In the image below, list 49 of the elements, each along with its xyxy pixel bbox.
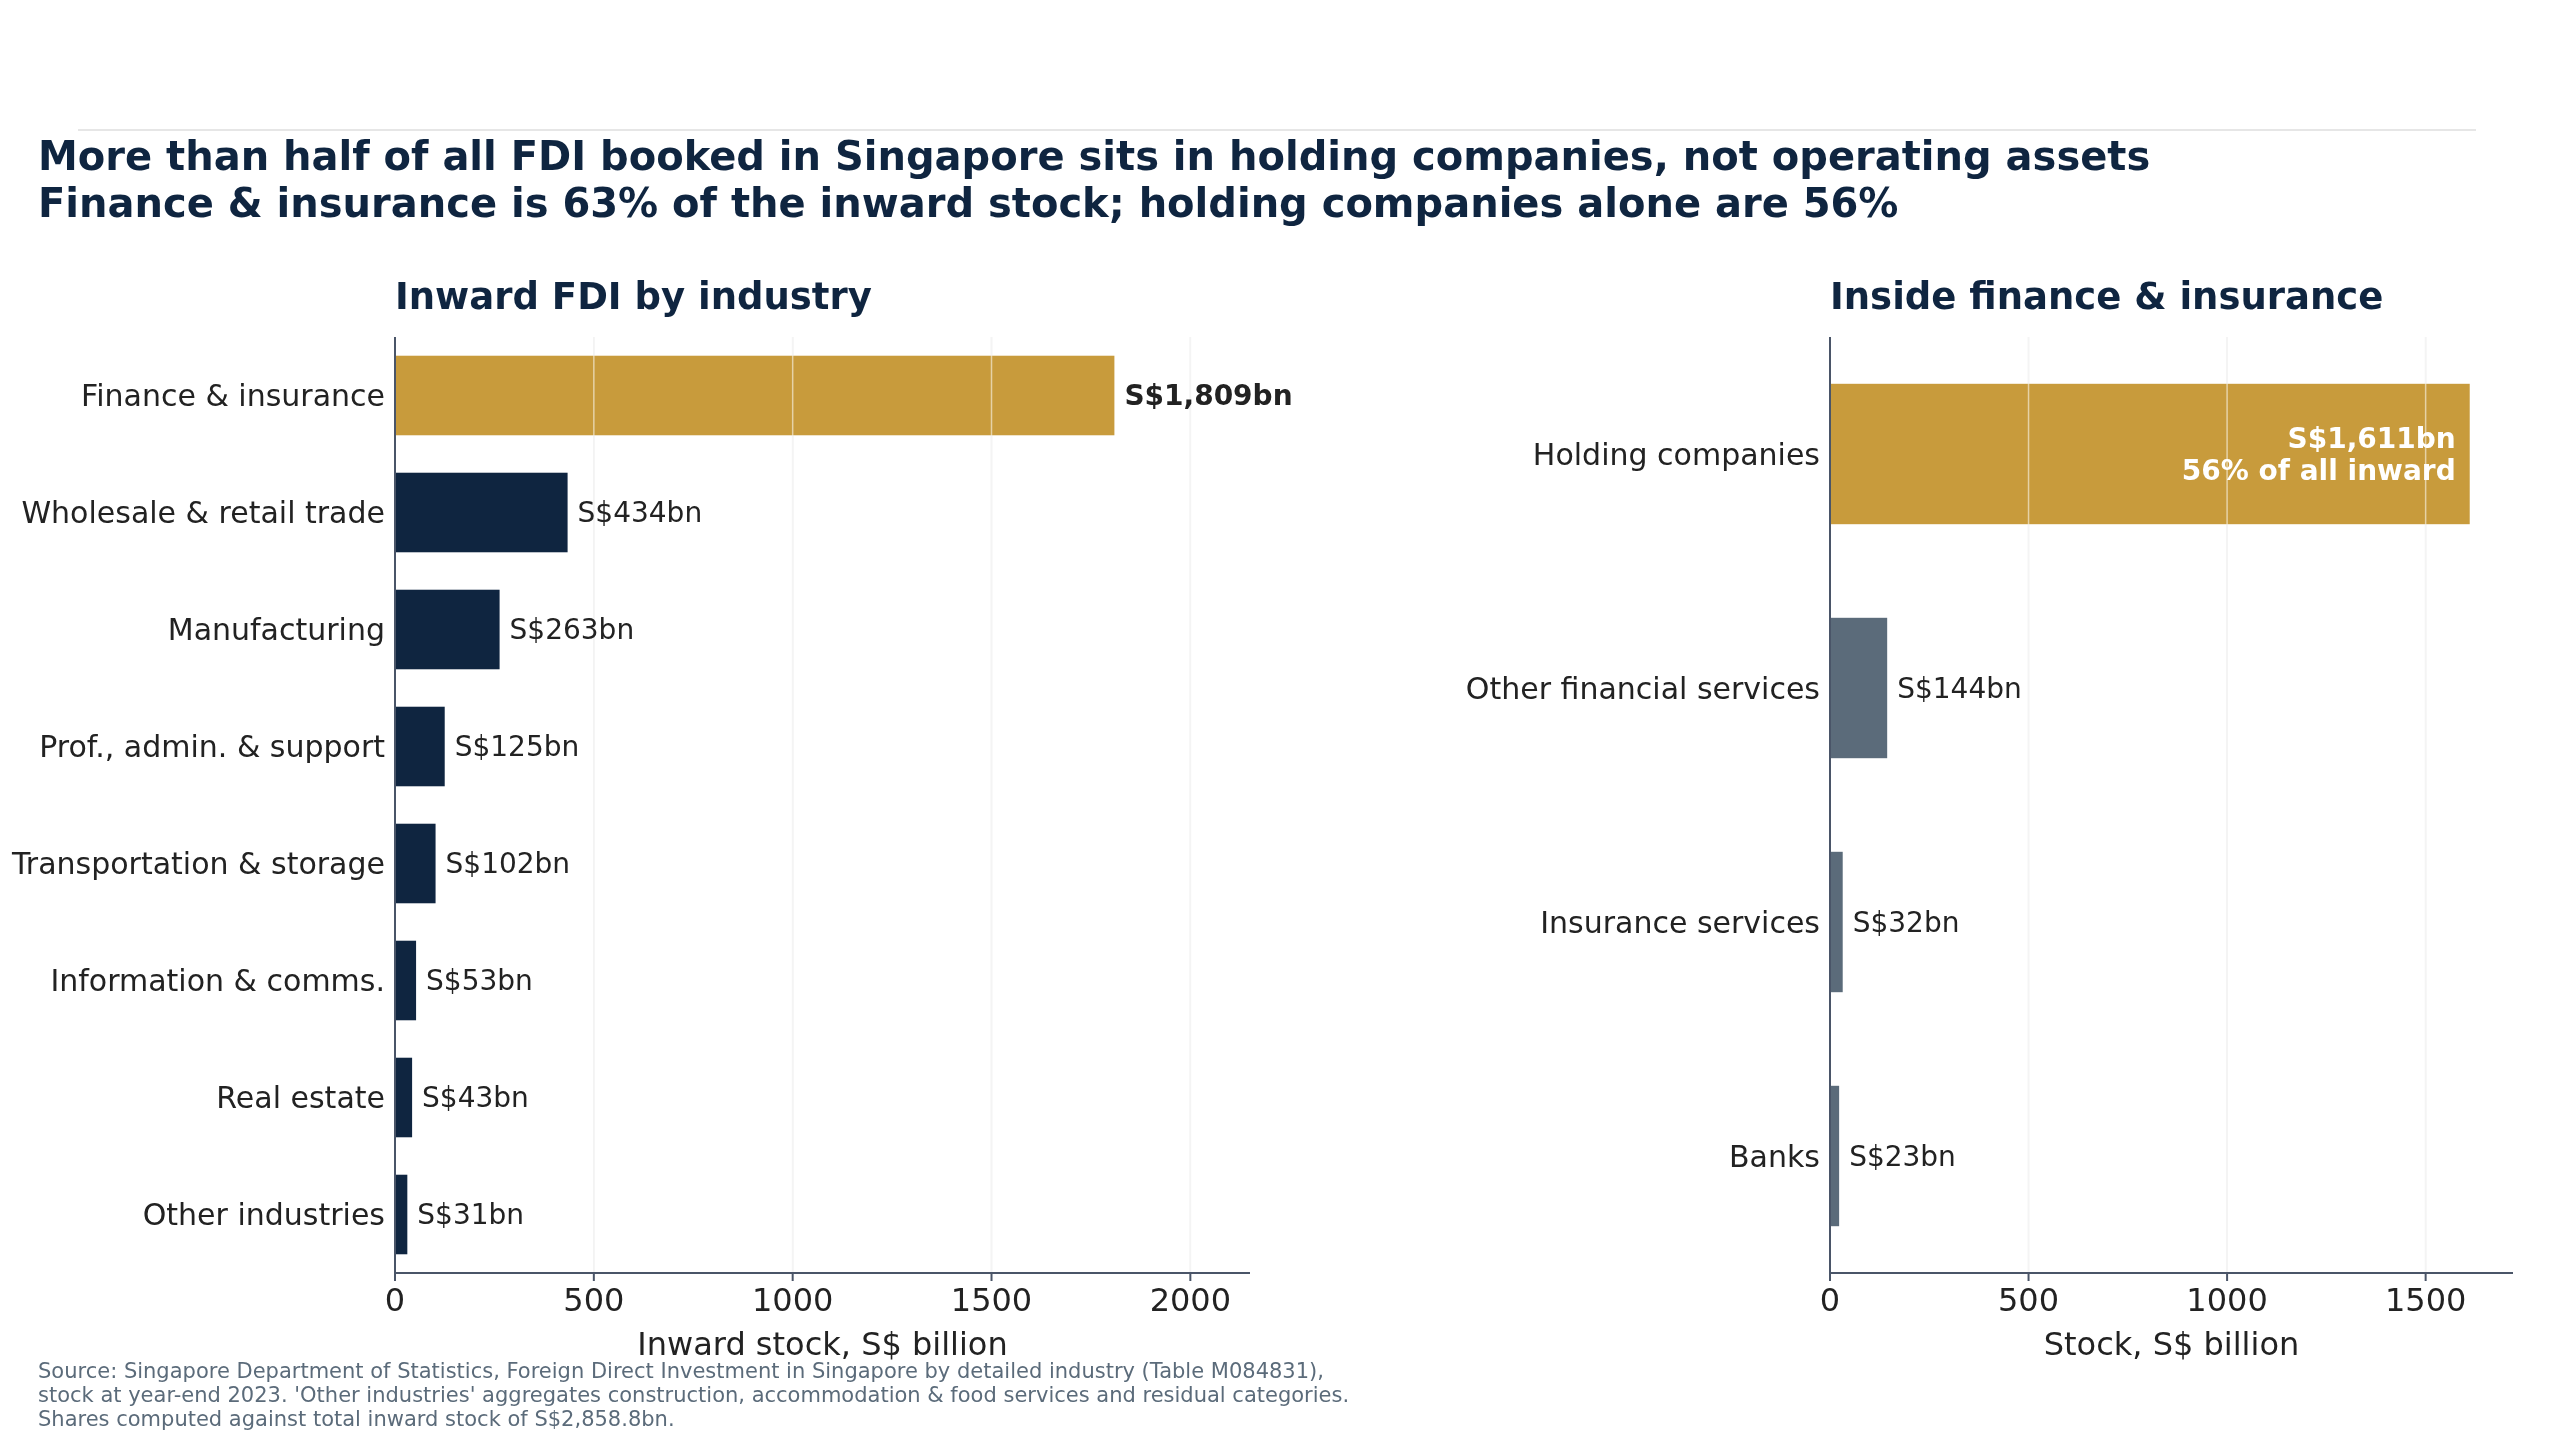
bar [1830, 383, 2470, 525]
text: Finance & insurance is 63% of the inward stock; holding companies alone are 56% [38, 180, 1899, 226]
y-tick-label: Finance & insurance [81, 378, 385, 413]
y-tick-label: Wholesale & retail trade [21, 495, 385, 530]
data-label: S$144bn [1897, 671, 2022, 705]
y-tick-label: Transportation & storage [10, 846, 385, 881]
data-label: S$23bn [1849, 1139, 1956, 1173]
chart-title: Inward FDI by industry [395, 275, 872, 318]
bar [1830, 617, 1888, 759]
bar [395, 472, 568, 553]
y-tick-label: Holding companies [1532, 436, 1820, 472]
x-tick-label: 2000 [1149, 1281, 1232, 1319]
y-tick-label: Other financial services [1465, 670, 1820, 706]
x-tick-label: 0 [384, 1281, 406, 1319]
annotation: 56% of all inward [2181, 453, 2456, 487]
data-label: S$263bn [509, 613, 635, 647]
y-tick-label: Other industries [142, 1197, 385, 1232]
y-tick-label: Banks [1729, 1138, 1820, 1174]
x-tick-label: 500 [1998, 1281, 2060, 1319]
y-tick-label: Insurance services [1540, 904, 1820, 940]
y-tick-label: Prof., admin. & support [39, 729, 386, 764]
data-label: S$125bn [454, 730, 580, 764]
bar [395, 706, 445, 787]
y-tick-label: Real estate [216, 1080, 385, 1115]
y-tick-label: Information & comms. [50, 963, 385, 998]
x-axis-title: Stock, S$ billion [2043, 1325, 2300, 1363]
data-label: S$1,809bn [1124, 379, 1293, 413]
data-label: S$434bn [577, 496, 703, 530]
bar [395, 1057, 413, 1138]
bar [395, 355, 1115, 436]
x-tick-label: 1000 [751, 1281, 834, 1319]
bar [1830, 851, 1843, 993]
data-label: S$43bn [422, 1081, 529, 1115]
data-label: S$31bn [417, 1198, 525, 1232]
data-label: S$32bn [1852, 905, 1960, 939]
x-tick-label: 1500 [950, 1281, 1033, 1319]
data-label: S$53bn [426, 964, 533, 998]
x-tick-label: 1000 [2186, 1281, 2268, 1319]
text: More than half of all FDI booked in Singapore sits in holding companies, not operating assets [38, 133, 2151, 179]
y-tick-label: Manufacturing [167, 612, 385, 647]
bar [395, 823, 436, 904]
x-tick-label: 1500 [2384, 1281, 2467, 1319]
bar [395, 940, 417, 1021]
bar [395, 589, 500, 670]
x-tick-label: 500 [563, 1281, 625, 1319]
data-label: S$1,611bn [2287, 421, 2456, 455]
data-label: S$102bn [445, 847, 571, 881]
x-tick-label: 0 [1819, 1281, 1841, 1319]
chart-title: Inside finance & insurance [1830, 275, 2384, 318]
